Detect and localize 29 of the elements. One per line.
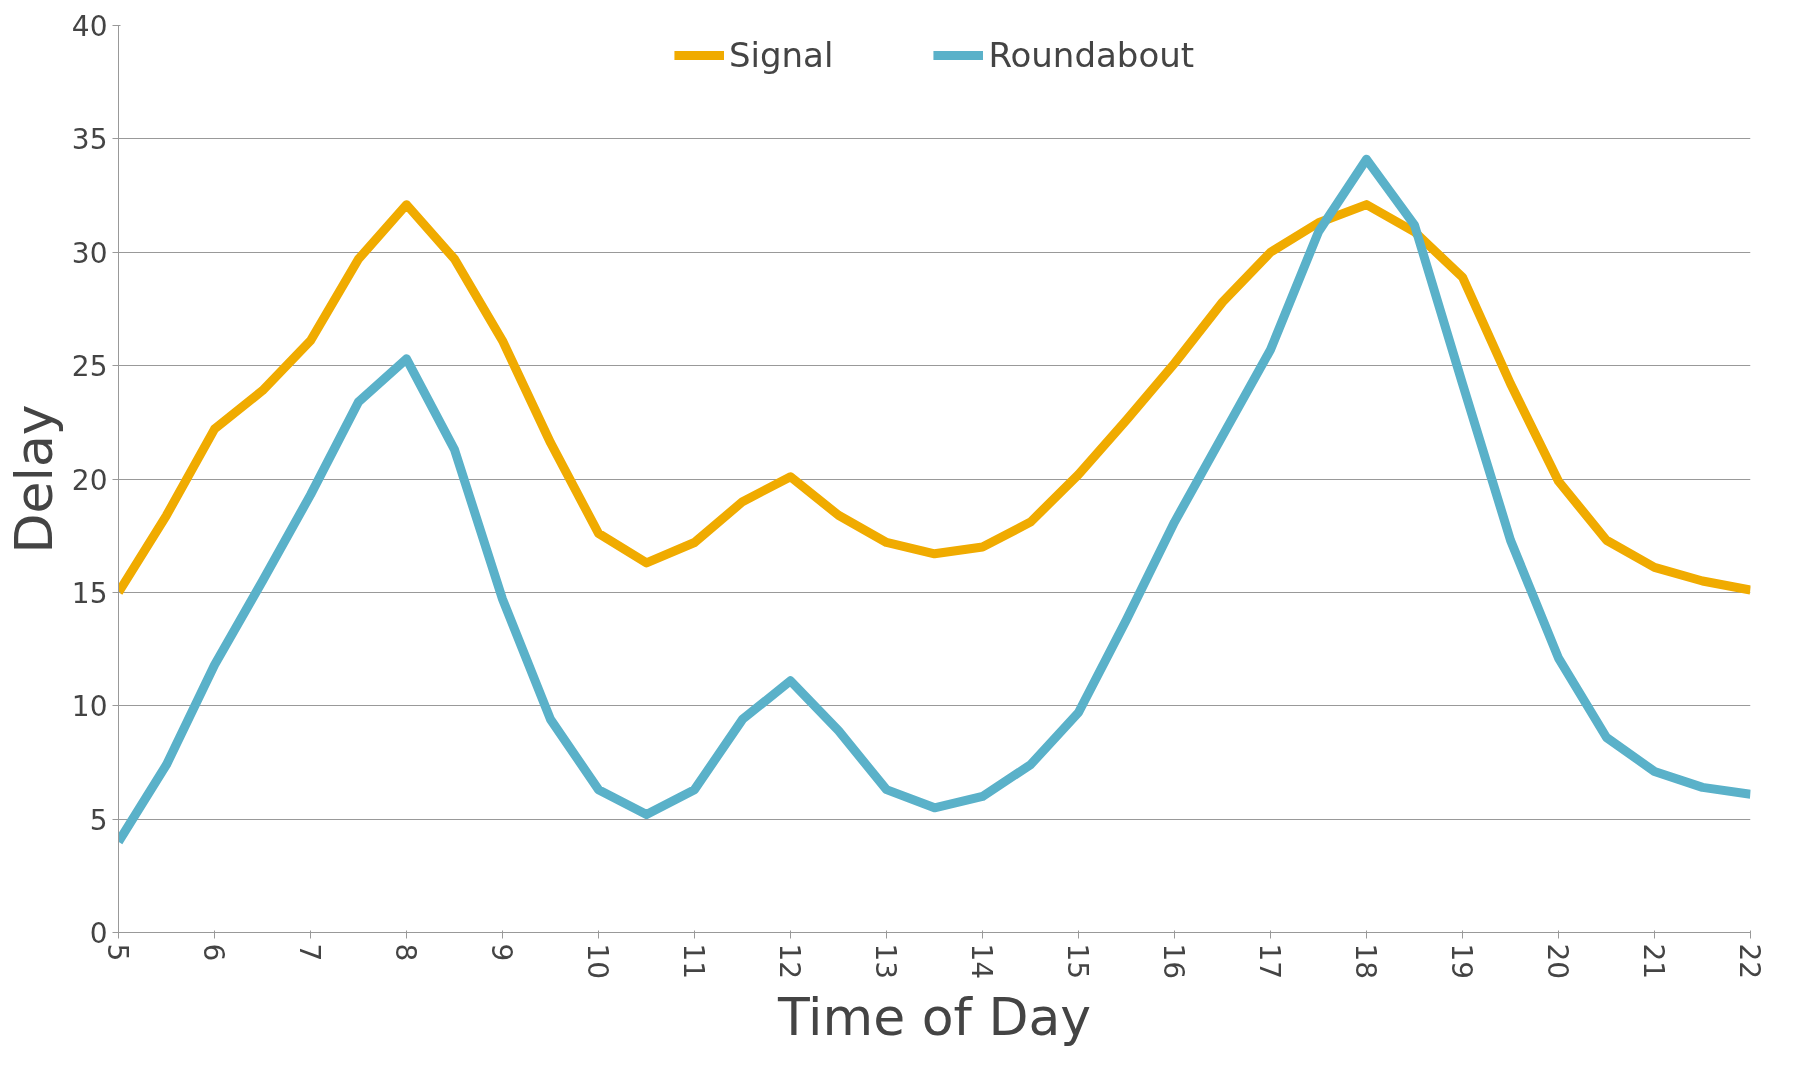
x-tick-label: 17	[1253, 943, 1286, 980]
x-axis-title: Time of Day	[776, 987, 1092, 1048]
y-tick-label: 10	[71, 690, 108, 724]
y-tick-label: 15	[71, 576, 108, 610]
y-tick-label: 25	[71, 350, 108, 384]
y-axis-title: Delay	[3, 404, 64, 554]
x-tick-label: 13	[869, 943, 902, 980]
y-tick-label: 5	[89, 803, 108, 837]
x-tick-label: 9	[485, 943, 518, 962]
legend-label: Roundabout	[988, 35, 1195, 75]
x-tick-label: 22	[1733, 943, 1766, 980]
y-tick-label: 35	[71, 123, 108, 157]
x-tick-label: 20	[1541, 943, 1574, 980]
x-tick-label: 10	[581, 943, 614, 980]
x-tick-label: 19	[1445, 943, 1478, 980]
legend-label: Signal	[728, 35, 834, 75]
x-tick-label: 12	[773, 943, 806, 980]
x-tick-label: 6	[197, 943, 230, 962]
x-tick-label: 21	[1637, 943, 1670, 980]
x-tick-label: 18	[1349, 943, 1382, 980]
x-tick-label: 15	[1061, 943, 1094, 980]
x-tick-label: 11	[677, 943, 710, 980]
x-tick-label: 14	[965, 943, 998, 980]
x-tick-label: 7	[293, 943, 326, 962]
x-tick-label: 8	[389, 943, 422, 962]
y-tick-label: 30	[71, 236, 108, 270]
y-tick-label: 20	[71, 463, 108, 497]
y-tick-label: 40	[71, 10, 108, 43]
x-tick-label: 16	[1157, 943, 1190, 980]
